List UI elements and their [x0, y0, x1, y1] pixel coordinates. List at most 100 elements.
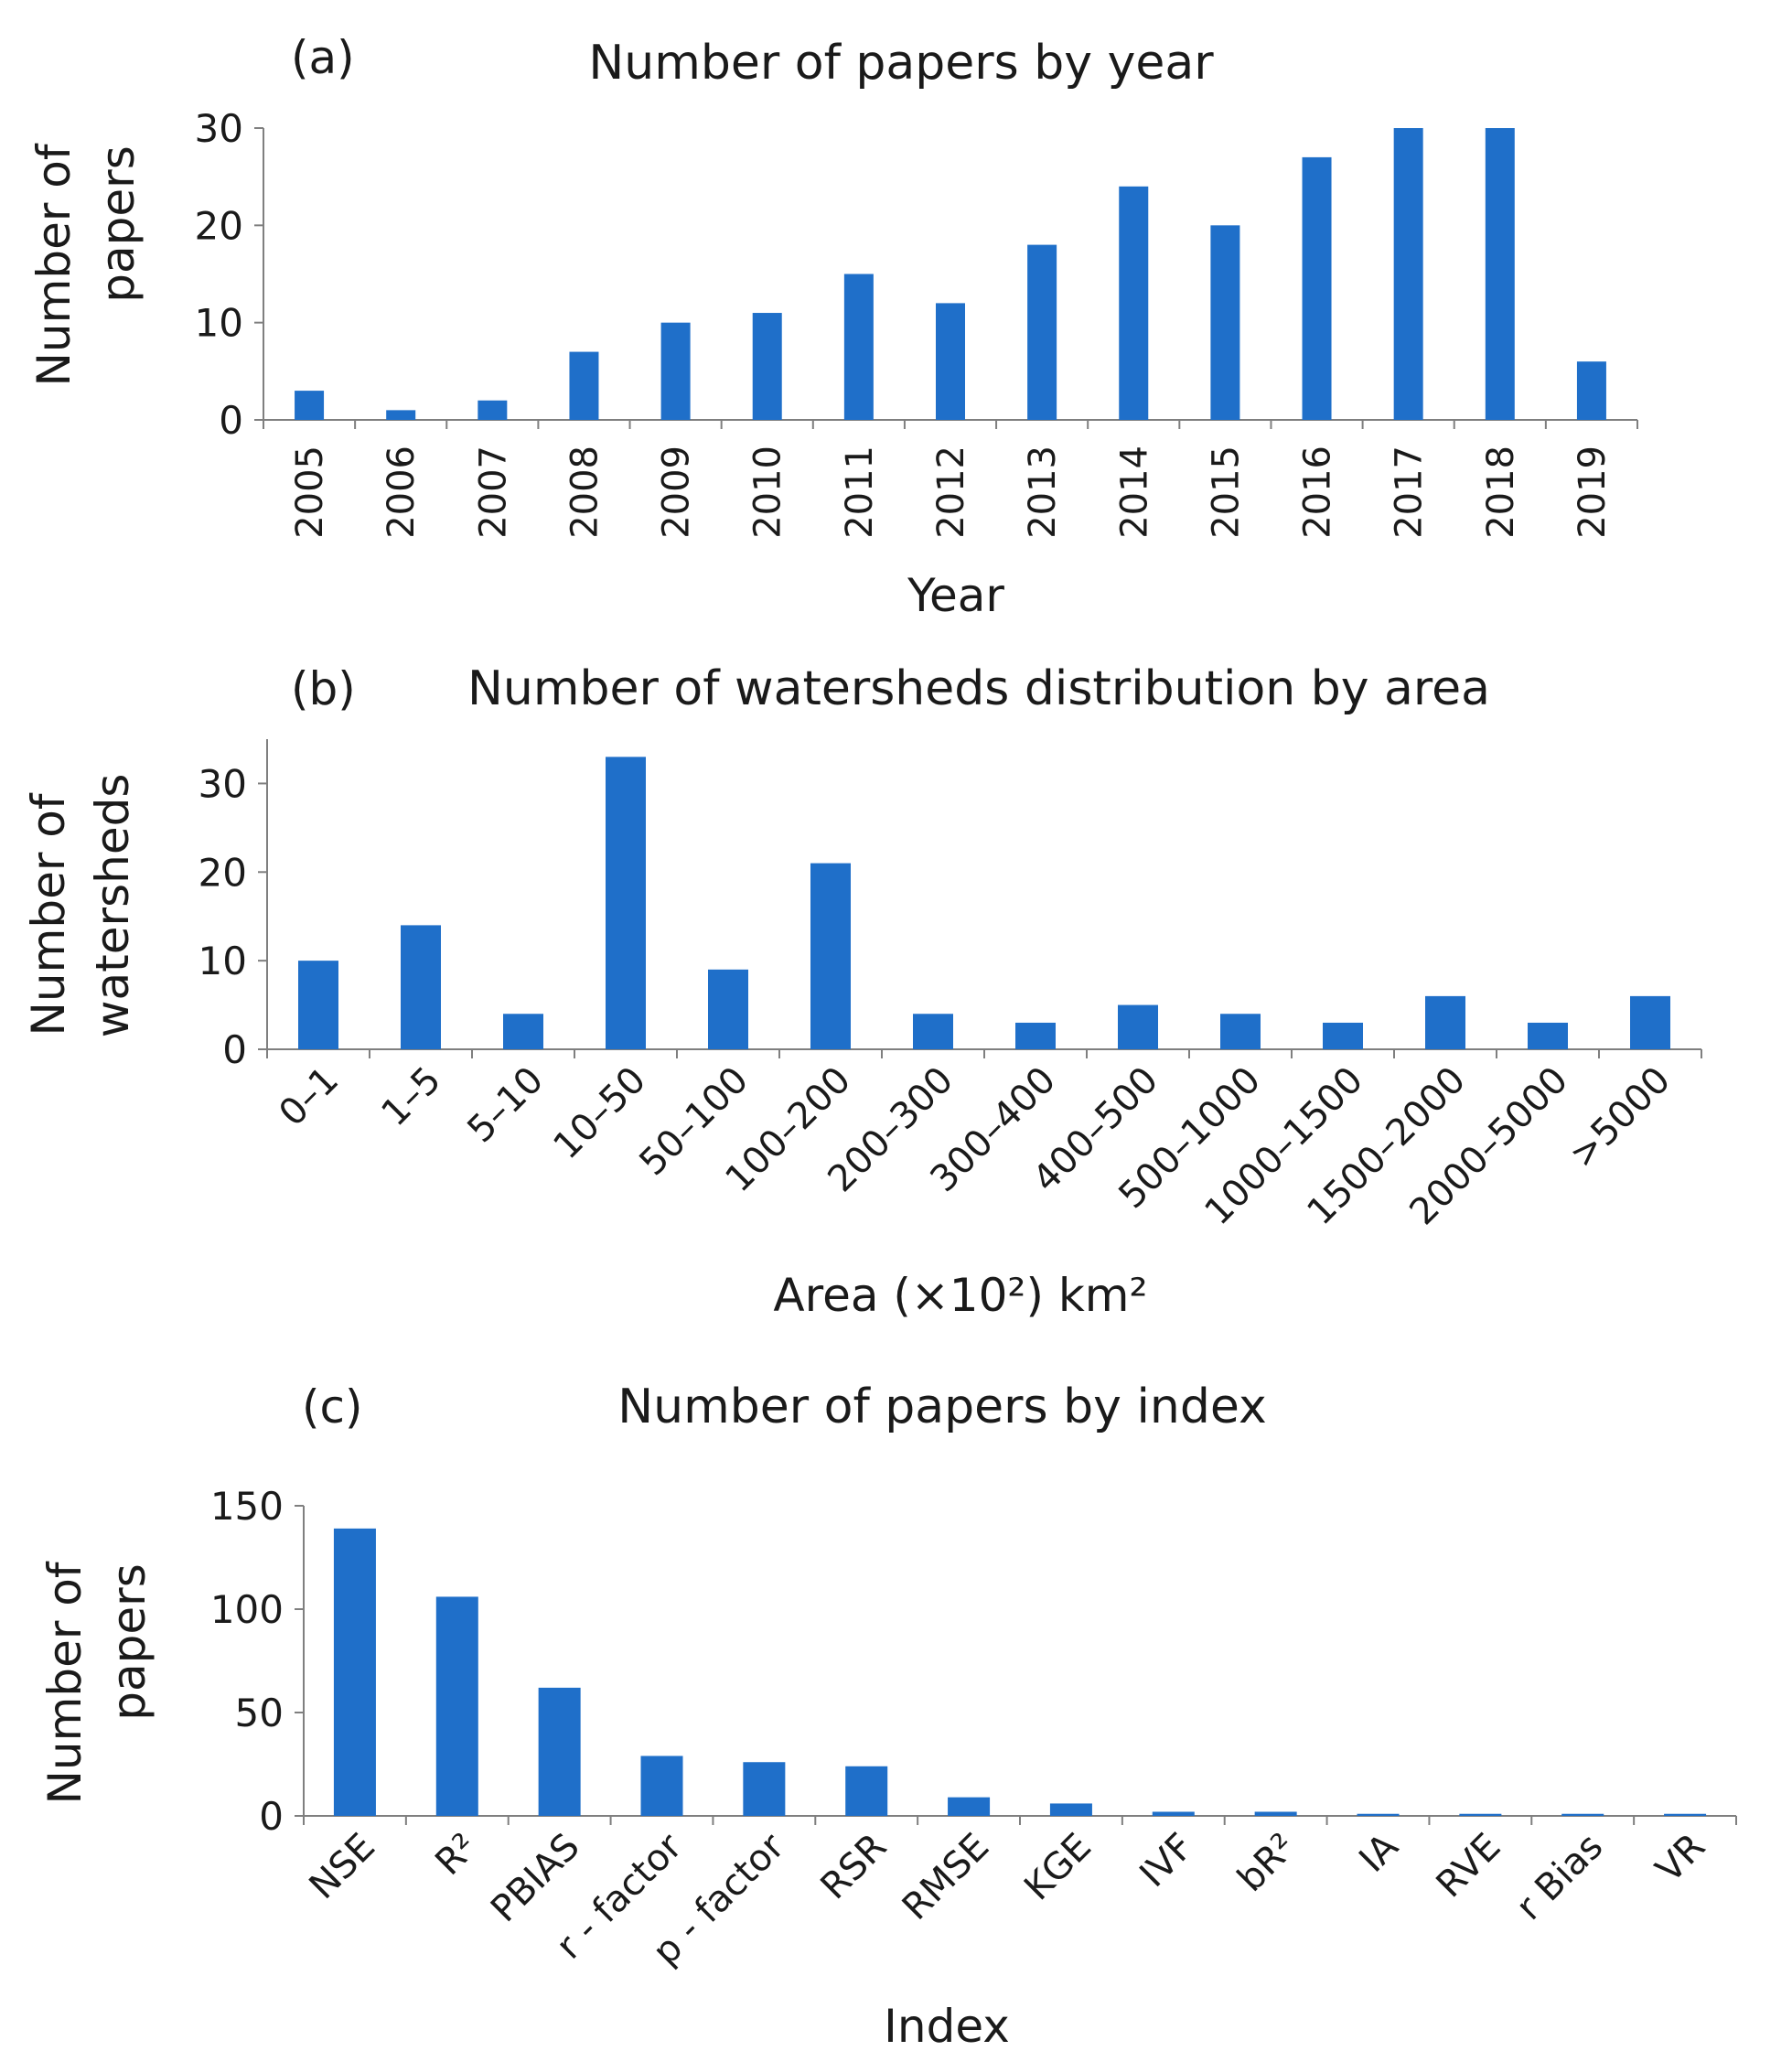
x-tick-label-c-5: RSR — [812, 1826, 895, 1908]
bar-b-1 — [401, 925, 441, 1049]
bar-c-9 — [1254, 1811, 1297, 1816]
bar-b-4 — [708, 969, 748, 1049]
y-tick-label-a: 20 — [195, 203, 243, 248]
x-tick-label-b-13: >5000 — [1561, 1059, 1679, 1176]
bar-a-11 — [1302, 156, 1332, 420]
y-axis-label-c-line1: Number of — [38, 1561, 91, 1804]
y-tick-label-b: 10 — [199, 939, 247, 983]
bar-c-10 — [1357, 1813, 1400, 1816]
x-tick-label-a-5: 2010 — [747, 446, 789, 539]
bar-b-11 — [1425, 995, 1465, 1049]
bar-a-9 — [1119, 186, 1149, 420]
bar-a-8 — [1027, 244, 1057, 420]
bar-a-6 — [843, 274, 874, 420]
bar-a-13 — [1485, 128, 1515, 420]
x-tick-label-a-9: 2014 — [1113, 446, 1155, 539]
bar-b-10 — [1323, 1022, 1363, 1049]
bar-b-0 — [298, 961, 338, 1049]
x-axis-label-b: Area (×10²) km² — [773, 1269, 1147, 1322]
bar-c-6 — [948, 1797, 991, 1816]
y-tick-label-c: 0 — [259, 1794, 284, 1839]
panel-label-c: (c) — [302, 1380, 363, 1434]
bar-c-2 — [538, 1687, 581, 1816]
bar-b-3 — [606, 757, 646, 1049]
x-tick-label-a-12: 2017 — [1389, 446, 1431, 539]
bar-c-5 — [845, 1766, 888, 1816]
bar-b-8 — [1118, 1004, 1158, 1049]
chart-title-a: Number of papers by year — [588, 36, 1214, 91]
x-tick-label-a-10: 2015 — [1205, 446, 1247, 539]
x-tick-label-a-2: 2007 — [472, 446, 514, 539]
x-tick-label-c-8: IVF — [1132, 1826, 1201, 1895]
chart-title-b: Number of watersheds distribution by are… — [467, 661, 1490, 716]
bar-b-5 — [810, 863, 851, 1049]
bar-a-7 — [936, 303, 965, 420]
x-tick-label-a-1: 2006 — [381, 446, 423, 539]
bar-a-3 — [569, 351, 599, 420]
bar-b-6 — [913, 1014, 953, 1049]
panel-a: (a) Number of papers by year Number of p… — [27, 31, 1638, 622]
x-tick-label-c-11: RVE — [1429, 1826, 1509, 1906]
x-tick-label-a-0: 2005 — [289, 446, 331, 539]
x-tick-label-b-2: 5–10 — [459, 1059, 552, 1152]
x-tick-label-a-13: 2018 — [1480, 446, 1522, 539]
bar-a-5 — [752, 313, 782, 420]
x-tick-label-c-13: VR — [1648, 1826, 1714, 1892]
y-axis-label-a-line2: papers — [91, 145, 145, 302]
bar-b-2 — [503, 1014, 543, 1049]
y-tick-label-c: 150 — [210, 1484, 284, 1529]
x-tick-label-c-12: r Bias — [1508, 1826, 1611, 1928]
panel-label-b: (b) — [291, 662, 356, 715]
x-tick-label-a-8: 2013 — [1022, 446, 1064, 539]
y-axis-label-a-line1: Number of — [27, 143, 80, 386]
bar-c-4 — [743, 1762, 786, 1816]
x-tick-label-c-1: R² — [427, 1826, 486, 1885]
chart-plot-a: 0 10 20 30 2005 2006 2007 2008 2009 2010 2011 2012 2… — [195, 106, 1638, 539]
bar-a-14 — [1576, 361, 1606, 420]
x-tick-label-b-1: 1–5 — [373, 1059, 449, 1135]
x-tick-label-a-14: 2019 — [1572, 446, 1614, 539]
bar-b-12 — [1528, 1022, 1568, 1049]
bar-c-3 — [640, 1756, 683, 1816]
x-axis-label-a: Year — [907, 569, 1004, 622]
x-tick-label-c-0: NSE — [301, 1826, 383, 1908]
y-tick-label-b: 0 — [222, 1027, 247, 1072]
y-tick-label-b: 30 — [199, 761, 247, 806]
y-tick-label-b: 20 — [199, 850, 247, 895]
x-axis-label-c: Index — [884, 2000, 1010, 2051]
bar-a-4 — [660, 322, 691, 420]
bar-b-13 — [1630, 995, 1670, 1049]
x-tick-label-c-6: RMSE — [895, 1826, 997, 1928]
x-tick-label-b-0: 0–1 — [271, 1059, 347, 1135]
bar-a-12 — [1393, 128, 1423, 420]
panel-b: (b) Number of watersheds distribution by… — [22, 661, 1702, 1322]
x-tick-label-a-4: 2009 — [656, 446, 698, 539]
bar-c-7 — [1049, 1803, 1092, 1816]
x-tick-label-a-7: 2012 — [930, 446, 972, 539]
bar-a-0 — [295, 391, 325, 420]
x-tick-label-a-11: 2016 — [1297, 446, 1339, 539]
y-tick-label-a: 0 — [219, 398, 243, 443]
bar-c-12 — [1561, 1813, 1604, 1816]
y-tick-label-a: 30 — [195, 106, 243, 151]
bar-a-2 — [478, 400, 508, 420]
y-tick-label-c: 50 — [235, 1691, 284, 1735]
x-tick-label-a-6: 2011 — [839, 446, 881, 539]
chart-title-c: Number of papers by index — [617, 1380, 1267, 1434]
x-tick-label-c-9: bR² — [1229, 1826, 1304, 1900]
bar-c-0 — [333, 1528, 376, 1816]
panel-label-a: (a) — [291, 31, 355, 84]
y-tick-label-c: 100 — [210, 1587, 284, 1632]
bar-a-10 — [1210, 225, 1240, 420]
x-tick-label-c-7: KGE — [1016, 1826, 1100, 1909]
bar-c-1 — [435, 1596, 478, 1816]
x-tick-label-c-10: IA — [1351, 1825, 1407, 1881]
y-axis-label-b-line2: watersheds — [86, 774, 139, 1038]
y-axis-label-c-line2: papers — [102, 1563, 156, 1720]
bar-c-13 — [1664, 1813, 1707, 1816]
y-tick-label-a: 10 — [195, 301, 243, 346]
bar-c-11 — [1459, 1813, 1502, 1816]
